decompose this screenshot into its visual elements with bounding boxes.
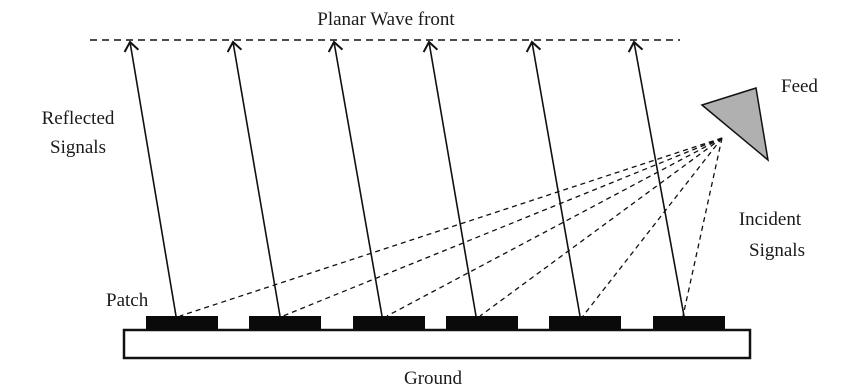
incident-ray (582, 137, 723, 317)
incident-ray (479, 137, 723, 317)
incident-ray (682, 137, 723, 317)
ground-label: Ground (404, 368, 463, 389)
reflected-ray-arrow (627, 40, 685, 317)
reflected-label-line1: Reflected (42, 108, 115, 129)
patch-element (549, 316, 621, 330)
ground-plane (122, 328, 752, 360)
patch-element (653, 316, 725, 330)
incident-label-line1: Incident (739, 209, 802, 230)
incident-rays (179, 137, 723, 317)
reflected-ray-arrow (525, 40, 581, 317)
reflected-label-line2: Signals (50, 137, 106, 158)
patch-element (146, 316, 218, 330)
reflected-rays (123, 40, 685, 317)
incident-ray (179, 137, 723, 317)
feed-label: Feed (781, 76, 818, 97)
patch-label: Patch (106, 290, 149, 311)
reflected-ray-arrow (226, 40, 281, 317)
incident-ray (282, 137, 723, 317)
wavefront-label: Planar Wave front (317, 9, 455, 30)
patch-element (353, 316, 425, 330)
incident-ray (386, 137, 723, 317)
reflected-ray-arrow (422, 40, 477, 317)
reflected-ray-arrow (327, 40, 383, 317)
feed-horn (700, 87, 770, 162)
reflected-ray-arrow (123, 40, 177, 317)
patch-element (249, 316, 321, 330)
patch-array (146, 316, 725, 330)
patch-element (446, 316, 518, 330)
incident-label-line2: Signals (749, 240, 805, 261)
